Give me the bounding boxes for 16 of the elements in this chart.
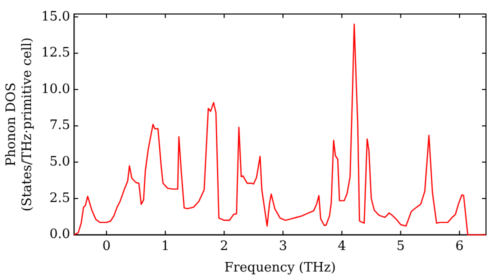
x-tick-label: 5 (396, 238, 405, 254)
x-tick-label: 0 (102, 238, 111, 254)
x-tick-label: 3 (278, 238, 288, 254)
y-tick-label: 15.0 (41, 9, 70, 24)
y-tick-label: 7.5 (49, 118, 70, 134)
x-axis-title: Frequency (THz) (224, 260, 336, 276)
y-tick-label: 5.0 (49, 154, 70, 170)
y-tick-label: 12.5 (41, 46, 70, 61)
x-tick-label: 6 (455, 238, 464, 254)
y-tick-label: 10.0 (41, 82, 70, 97)
y-axis-title: Phonon DOS (States/THz·primitive cell) (4, 37, 35, 212)
x-tick-label: 4 (338, 238, 346, 254)
x-tick-label: 2 (220, 238, 228, 254)
x-tick-label: 1 (161, 238, 170, 254)
y-tick-label: 0.0 (49, 227, 70, 242)
y-tick-label: 2.5 (49, 190, 70, 206)
